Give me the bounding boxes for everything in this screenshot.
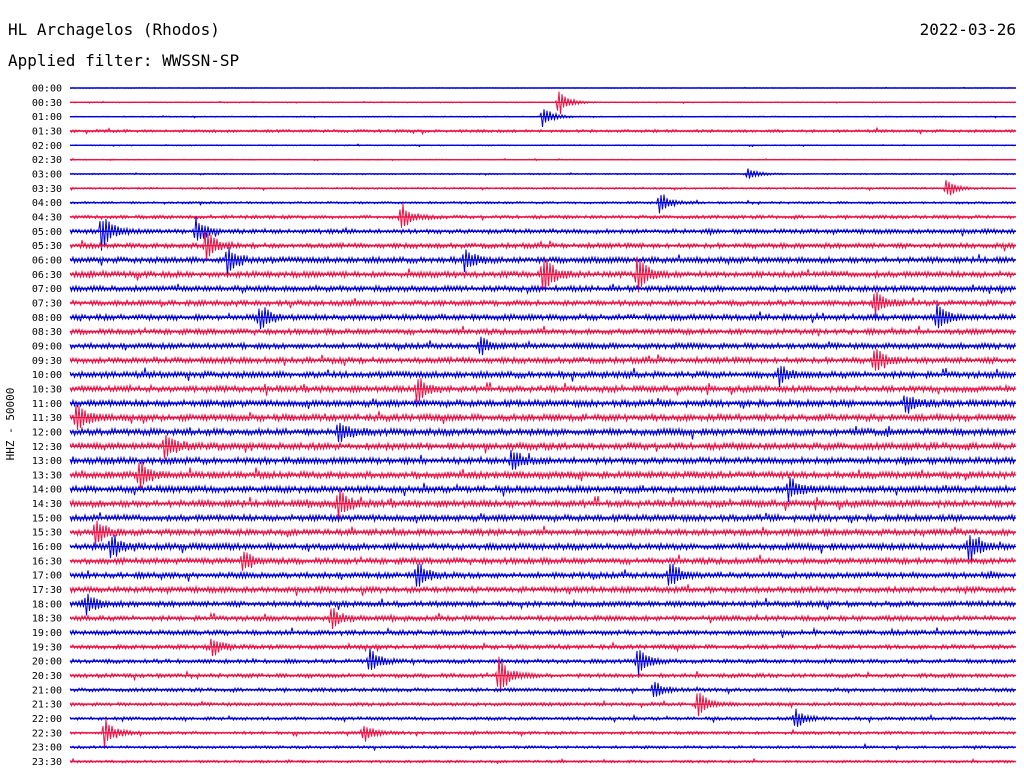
row-time-label: 18:00	[32, 599, 62, 610]
trace-row-1630	[69, 551, 1016, 571]
row-time-label: 04:30	[32, 212, 62, 223]
row-time-label: 09:00	[32, 341, 62, 352]
row-time-label: 20:00	[32, 657, 62, 668]
row-time-label: 16:00	[32, 542, 62, 553]
row-time-label: 20:30	[32, 671, 62, 682]
trace-row-0100	[69, 109, 1016, 127]
row-time-label: 17:30	[32, 585, 62, 596]
row-time-label: 08:00	[32, 313, 62, 324]
trace-row-1000	[69, 365, 1016, 388]
row-time-label: 00:00	[32, 84, 62, 95]
row-time-label: 06:30	[32, 270, 62, 281]
trace-row-0500	[69, 216, 1016, 251]
trace-row-1600	[69, 535, 1016, 561]
trace-row-1300	[69, 449, 1016, 470]
row-time-label: 06:00	[32, 255, 62, 266]
trace-row-0600	[69, 247, 1016, 278]
trace-row-2130	[69, 692, 1016, 717]
trace-row-1400	[69, 477, 1016, 502]
row-time-label: 12:00	[32, 427, 62, 438]
y-axis-label: HHZ - 50000	[4, 388, 17, 461]
row-time-label: 15:30	[32, 528, 62, 539]
row-time-label: 10:30	[32, 384, 62, 395]
trace-row-1700	[69, 563, 1016, 587]
trace-row-0830	[69, 325, 1016, 337]
row-time-label: 22:00	[32, 714, 62, 725]
trace-row-1130	[69, 405, 1016, 431]
trace-row-0530	[69, 231, 1016, 262]
row-time-label: 05:30	[32, 241, 62, 252]
row-time-label: 16:30	[32, 556, 62, 567]
row-time-label: 18:30	[32, 614, 62, 625]
trace-row-0930	[69, 349, 1016, 371]
row-time-label: 04:00	[32, 198, 62, 209]
row-time-label: 02:00	[32, 141, 62, 152]
row-time-label: 07:30	[32, 298, 62, 309]
row-time-label: 19:00	[32, 628, 62, 639]
row-time-label: 21:30	[32, 700, 62, 711]
row-time-label: 11:00	[32, 399, 62, 410]
row-time-label: 01:00	[32, 112, 62, 123]
row-time-label: 10:00	[32, 370, 62, 381]
row-time-label: 12:30	[32, 442, 62, 453]
row-time-label: 19:30	[32, 642, 62, 653]
row-time-label: 14:30	[32, 499, 62, 510]
trace-row-2000	[69, 648, 1016, 676]
row-time-label: 23:30	[32, 757, 62, 768]
row-time-label: 22:30	[32, 728, 62, 739]
trace-row-1530	[69, 520, 1016, 547]
row-time-label: 23:00	[32, 743, 62, 754]
filter-label: Applied filter: WWSSN-SP	[8, 51, 239, 70]
row-time-labels: 00:00 00:30 01:00 01:30 02:00 02:30 03:00 03:30…	[32, 84, 62, 769]
row-time-label: 05:00	[32, 227, 62, 238]
row-time-label: 07:00	[32, 284, 62, 295]
trace-row-0430	[69, 203, 1016, 228]
trace-row-1500	[69, 512, 1016, 524]
date-label: 2022-03-26	[920, 20, 1016, 39]
row-time-label: 08:30	[32, 327, 62, 338]
row-time-label: 00:30	[32, 98, 62, 109]
row-time-label: 13:30	[32, 470, 62, 481]
row-time-label: 13:00	[32, 456, 62, 467]
trace-row-1930	[69, 638, 1016, 657]
trace-row-0700	[69, 283, 1016, 295]
trace-row-1730	[69, 584, 1016, 596]
row-time-label: 14:00	[32, 485, 62, 496]
row-time-label: 02:30	[32, 155, 62, 166]
row-time-label: 11:30	[32, 413, 62, 424]
trace-row-0400	[69, 194, 1016, 214]
station-title: HL Archagelos (Rhodos)	[8, 20, 220, 39]
row-time-label: 09:30	[32, 356, 62, 367]
trace-row-1200	[69, 422, 1016, 443]
trace-row-2030	[69, 656, 1016, 691]
row-time-label: 17:00	[32, 571, 62, 582]
row-time-label: 01:30	[32, 126, 62, 137]
trace-row-1900	[69, 626, 1016, 638]
row-time-label: 15:00	[32, 513, 62, 524]
trace-row-1830	[69, 607, 1016, 630]
trace-row-2100	[69, 681, 1016, 698]
trace-row-1030	[69, 378, 1016, 403]
trace-row-0730	[69, 291, 1016, 317]
row-time-label: 03:00	[32, 169, 62, 180]
trace-row-1100	[69, 395, 1016, 414]
trace-row-1430	[69, 489, 1016, 520]
trace-row-1800	[69, 593, 1016, 616]
trace-row-1330	[69, 462, 1016, 489]
row-time-label: 03:30	[32, 184, 62, 195]
trace-row-0900	[69, 336, 1016, 356]
trace-row-0800	[69, 303, 1016, 330]
row-time-label: 21:00	[32, 685, 62, 696]
seismic-traces	[69, 86, 1016, 765]
trace-row-1230	[69, 434, 1016, 459]
